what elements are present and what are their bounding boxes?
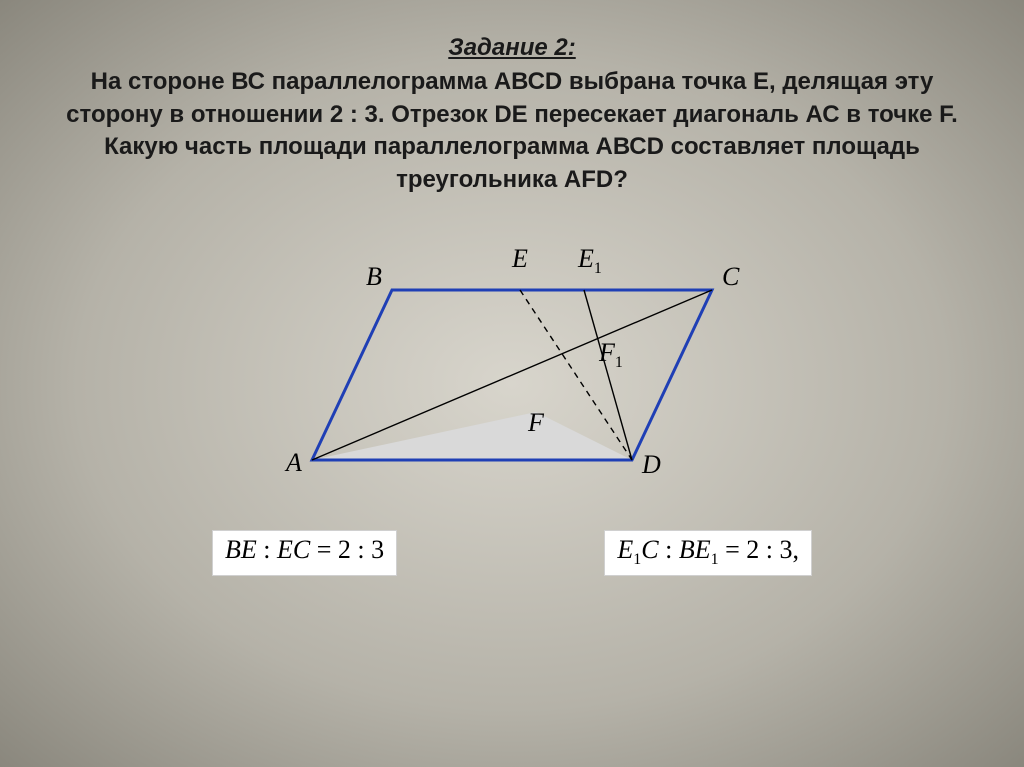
- vertex-label-D: D: [642, 450, 661, 480]
- ratio-left-rhs: 2 : 3: [338, 535, 384, 564]
- vertex-label-C: C: [722, 262, 739, 292]
- vertex-label-E1: E1: [578, 244, 602, 278]
- figure-svg: [282, 250, 742, 500]
- ratio-left: BE : EC = 2 : 3: [212, 530, 397, 576]
- ratio-right-rhs: 2 : 3,: [746, 535, 799, 564]
- slide: Задание 2: На стороне ВС параллелограмма…: [0, 0, 1024, 767]
- vertex-label-B: B: [366, 262, 382, 292]
- vertex-label-A: A: [286, 448, 302, 478]
- ratio-right: E1C : BE1 = 2 : 3,: [604, 530, 812, 576]
- vertex-label-F: F: [528, 408, 544, 438]
- vertex-label-E: E: [512, 244, 528, 274]
- ratios-row: BE : EC = 2 : 3 E1C : BE1 = 2 : 3,: [212, 530, 812, 576]
- problem-text: На стороне ВС параллелограмма АВСD выбра…: [66, 68, 958, 192]
- task-label: Задание 2:: [448, 32, 575, 64]
- title-block: Задание 2: На стороне ВС параллелограмма…: [60, 32, 964, 196]
- vertex-label-F1: F1: [599, 338, 623, 372]
- geometry-figure: A B C D E E1 F F1: [282, 250, 742, 500]
